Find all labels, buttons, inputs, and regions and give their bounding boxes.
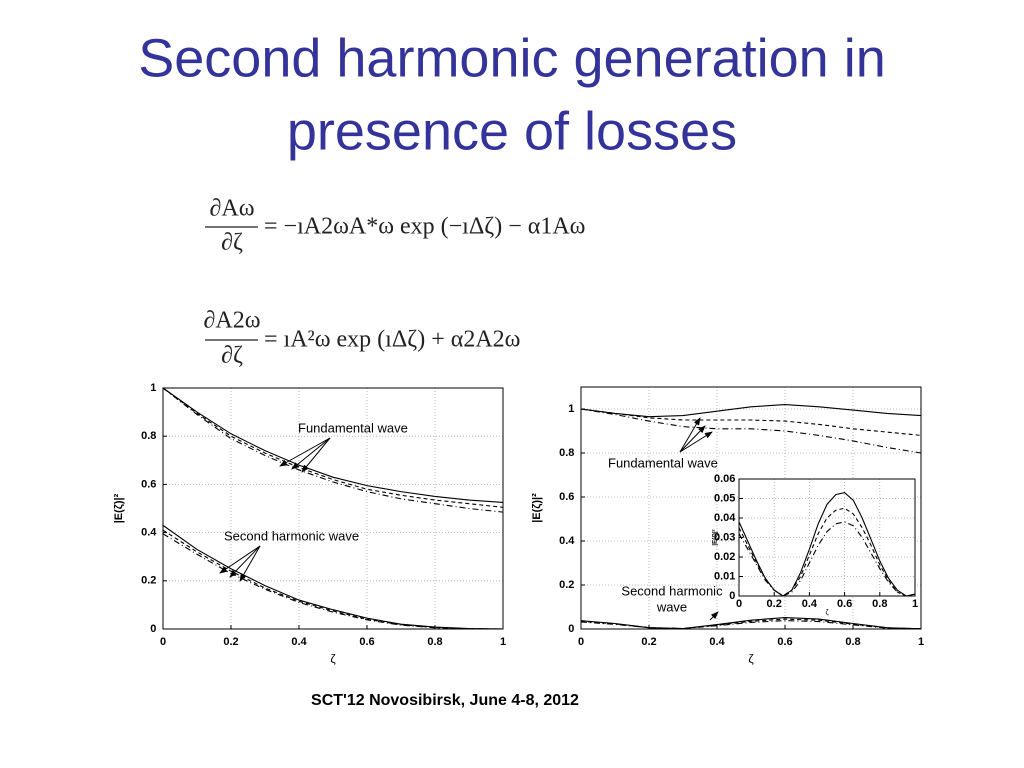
eq-rhs: = −ıA2ωA*ω exp (−ıΔζ) − α1Aω (264, 214, 585, 240)
y-tick-label: 0.2 (141, 575, 156, 587)
data-line (162, 387, 504, 504)
x-tick-label: 0.8 (872, 598, 887, 610)
x-axis-label: ζ (748, 652, 754, 666)
eq-denominator: ∂ζ (221, 230, 243, 256)
y-tick-label: 0.04 (714, 512, 736, 524)
plot-frame (738, 478, 916, 597)
y-tick-label: 0.4 (141, 527, 157, 539)
eq-denominator: ∂ζ (221, 343, 243, 369)
annotation-arrow (301, 437, 331, 473)
data-line (738, 492, 916, 597)
plot-frame (162, 387, 504, 630)
y-tick-label: 0.06 (714, 473, 735, 485)
annotation-arrow (679, 417, 701, 453)
x-tick-label: 1 (918, 636, 924, 648)
y-tick-label: 0.8 (141, 430, 156, 442)
eq-numerator: ∂Aω (210, 196, 255, 222)
chart: 0 0.2 0.4 0.6 0.8 1 0 0.2 0.4 0.6 0.8 1 ζ |E(ζ)|² (531, 386, 924, 666)
y-tick-label: 0 (568, 623, 574, 635)
y-tick-label: 0.4 (559, 535, 575, 547)
annotation-arrow (229, 545, 261, 578)
x-tick-label: 0.2 (641, 636, 656, 648)
annotation-arrow (679, 425, 706, 453)
plot-frame (580, 386, 922, 630)
x-tick-label: 1 (500, 636, 506, 648)
y-tick-label: 0 (729, 590, 735, 602)
x-tick-label: 0.2 (767, 598, 782, 610)
annotation-arrow (291, 437, 331, 470)
y-tick-label: 0.05 (714, 492, 735, 504)
eq-numerator: ∂A2ω (204, 308, 261, 334)
annotation: Second harmonic wave (224, 528, 359, 543)
x-tick-label: 0.6 (359, 636, 374, 648)
chart: 0 0.2 0.4 0.6 0.8 1 0 0.2 0.4 0.6 0.8 1 ζ |E(ζ)|² (113, 382, 506, 666)
y-axis-label: |E(ζ)|² (113, 493, 125, 523)
slide-title: Second harmonic generation in (138, 28, 885, 88)
y-axis-label: |E(ζ)|² (712, 529, 719, 545)
x-tick-label: 0.4 (291, 636, 307, 648)
footer: SCT'12 Novosibirsk, June 4-8, 2012 (311, 692, 579, 709)
chart: 0 0.2 0.4 0.6 0.8 1 0 0.01 0.02 0.03 0.04 0.05 0.06 ζ… (712, 473, 918, 617)
data-line (162, 387, 504, 513)
data-line (738, 507, 915, 597)
x-tick-label: 1 (912, 598, 918, 610)
annotation-arrow (219, 545, 261, 574)
annotation-arrow (239, 545, 261, 582)
data-line (738, 521, 915, 597)
data-line (162, 529, 504, 630)
x-axis-label: ζ (825, 610, 828, 617)
eq-rhs: = ıA²ω exp (ıΔζ) + α2A2ω (264, 327, 520, 353)
y-tick-label: 0.8 (559, 447, 574, 459)
slide-title: presence of losses (287, 101, 737, 161)
y-tick-label: 0.01 (714, 570, 735, 582)
annotation: Fundamental wave (298, 420, 408, 435)
data-line (580, 408, 922, 436)
y-tick-label: 0.2 (559, 579, 574, 591)
x-tick-label: 0.8 (427, 636, 442, 648)
x-axis-label: ζ (330, 652, 336, 666)
x-tick-label: 0.6 (777, 636, 792, 648)
equation: ∂A2ω ∂ζ = ıA²ω exp (ıΔζ) + α2A2ω (204, 308, 521, 369)
x-tick-label: 0.8 (845, 636, 860, 648)
annotation-arrow (279, 437, 331, 467)
annotation-arrow (709, 611, 719, 621)
annotation: Fundamental wave (608, 455, 718, 470)
y-tick-label: 0.02 (714, 551, 735, 563)
y-axis-label: |E(ζ)|² (531, 493, 543, 523)
x-tick-label: 0.4 (709, 636, 725, 648)
x-tick-label: 0.4 (802, 598, 818, 610)
annotation: wave (656, 599, 687, 614)
y-tick-label: 0.6 (141, 478, 156, 490)
data-line (580, 620, 922, 630)
x-tick-label: 0 (160, 636, 166, 648)
x-tick-label: 0 (736, 598, 742, 610)
y-tick-label: 0.03 (714, 531, 735, 543)
y-tick-label: 1 (568, 403, 574, 415)
data-line (580, 408, 922, 454)
data-line (580, 404, 922, 418)
annotation: Second harmonic (621, 583, 723, 598)
equation: ∂Aω ∂ζ = −ıA2ωA*ω exp (−ıΔζ) − α1Aω (205, 196, 585, 256)
y-tick-label: 1 (150, 382, 156, 394)
annotation-arrow (679, 431, 713, 453)
x-tick-label: 0.6 (837, 598, 852, 610)
data-line (580, 617, 922, 630)
x-tick-label: 0 (578, 636, 584, 648)
data-line (162, 533, 504, 630)
y-tick-label: 0.6 (559, 491, 574, 503)
data-line (162, 387, 504, 508)
y-tick-label: 0 (150, 623, 156, 635)
x-tick-label: 0.2 (223, 636, 238, 648)
